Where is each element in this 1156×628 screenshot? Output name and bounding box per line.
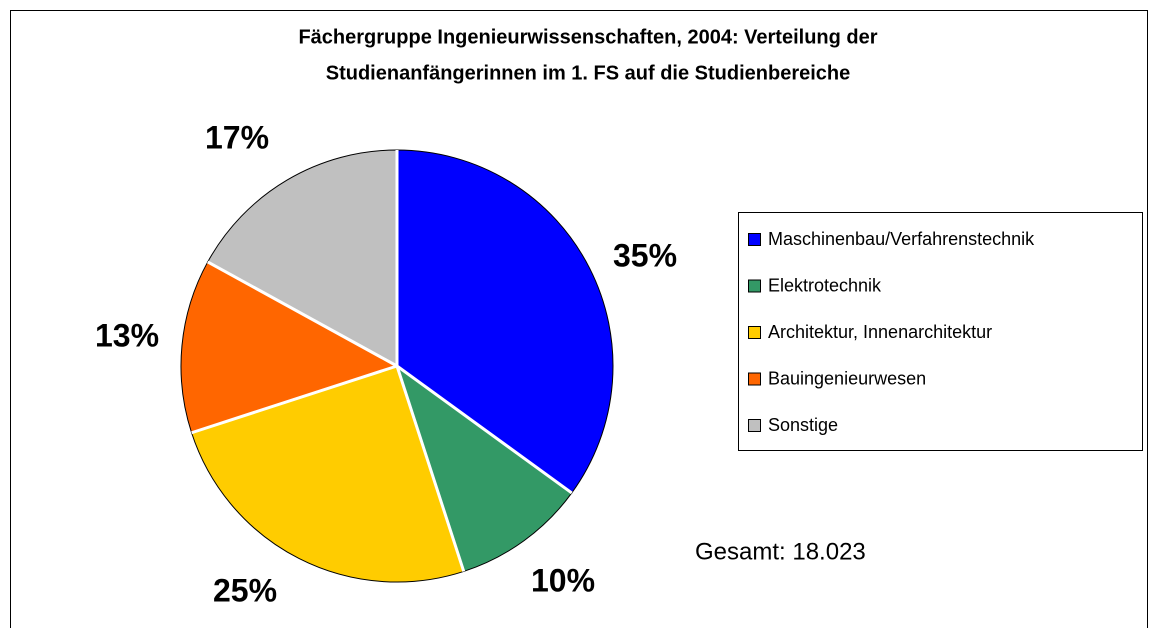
- legend-swatch: [748, 279, 761, 293]
- legend-label: Sonstige: [768, 415, 838, 435]
- pie-slice: [396, 149, 614, 494]
- slice-separator: [206, 260, 398, 368]
- chart-frame: [10, 10, 1148, 628]
- pie-slice: [180, 261, 399, 434]
- data-label: 25%: [213, 572, 277, 608]
- legend-label: Elektrotechnik: [768, 275, 882, 295]
- chart-title: Fächergruppe Ingenieurwissenschaften, 20…: [298, 26, 877, 48]
- legend-label: Architektur, Innenarchitektur: [768, 322, 992, 342]
- pie-slice: [207, 149, 398, 367]
- legend-swatch: [748, 326, 761, 339]
- pie-slice: [396, 364, 573, 573]
- pie-slice: [190, 365, 465, 583]
- legend-swatch: [748, 372, 761, 386]
- slice-separator: [396, 364, 573, 495]
- data-label: 13%: [95, 317, 159, 353]
- chart-title: Studienanfängerinnen im 1. FS auf die St…: [326, 62, 851, 84]
- legend-label: Maschinenbau/Verfahrenstechnik: [768, 229, 1035, 249]
- slice-separator: [191, 364, 398, 435]
- legend-box: [738, 212, 1143, 451]
- data-label: 35%: [613, 237, 677, 273]
- legend-label: Bauingenieurwesen: [768, 368, 926, 388]
- data-label: 17%: [205, 119, 269, 155]
- data-label: 10%: [531, 562, 595, 598]
- legend-swatch: [748, 233, 761, 246]
- annotation: Gesamt: 18.023: [695, 538, 866, 565]
- slice-separator: [395, 365, 466, 572]
- legend-swatch: [748, 419, 761, 432]
